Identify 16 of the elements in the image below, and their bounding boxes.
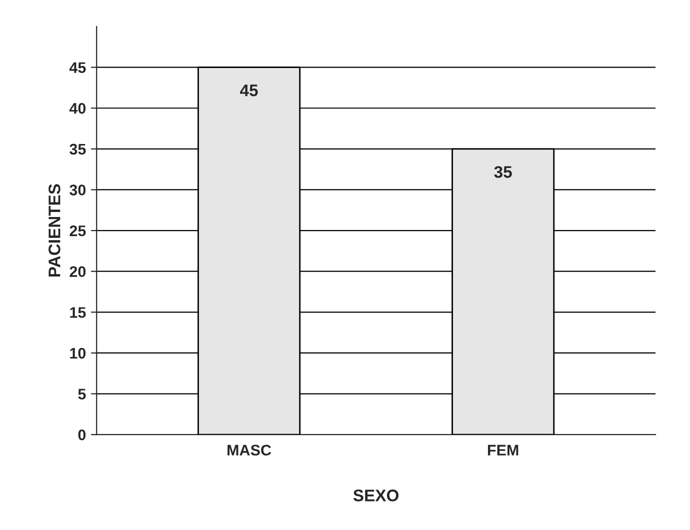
y-axis-title: PACIENTES <box>48 184 60 277</box>
y-tick-label: 35 <box>70 144 86 155</box>
data-label: 35 <box>494 166 512 178</box>
x-tick-label: FEM <box>488 444 518 456</box>
x-tick-label: MASC <box>228 444 272 456</box>
y-tick-label: 0 <box>78 429 86 440</box>
y-tick-label: 40 <box>69 102 86 114</box>
x-axis-title: SEXO <box>353 490 399 502</box>
y-tick-label: 5 <box>78 388 86 400</box>
data-label: 45 <box>240 84 258 96</box>
y-tick-label: 15 <box>70 307 86 318</box>
y-tick-label: 45 <box>69 62 86 73</box>
y-tick-label: 20 <box>70 266 86 278</box>
y-tick-label: 30 <box>70 184 86 196</box>
y-tick-label: 10 <box>70 348 86 359</box>
y-tick-label: 25 <box>70 225 86 236</box>
